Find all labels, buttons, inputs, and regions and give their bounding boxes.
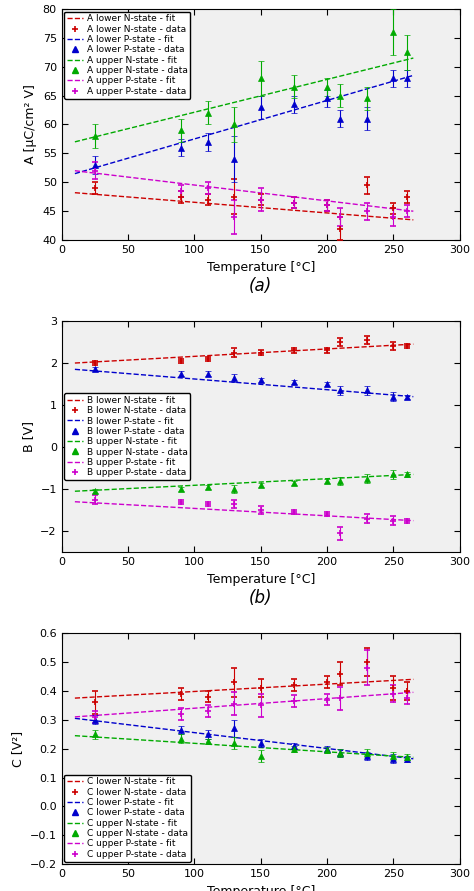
X-axis label: Temperature [°C]: Temperature [°C] <box>207 573 315 585</box>
Legend: C lower N-state - fit, C lower N-state - data, C lower P-state - fit, C lower P-: C lower N-state - fit, C lower N-state -… <box>64 774 191 862</box>
Text: (b): (b) <box>249 589 273 607</box>
Y-axis label: B [V]: B [V] <box>22 421 35 452</box>
Legend: B lower N-state - fit, B lower N-state - data, B lower P-state - fit, B lower P-: B lower N-state - fit, B lower N-state -… <box>64 393 191 480</box>
Text: (a): (a) <box>249 277 273 295</box>
X-axis label: Temperature [°C]: Temperature [°C] <box>207 260 315 274</box>
X-axis label: Temperature [°C]: Temperature [°C] <box>207 885 315 891</box>
Y-axis label: C [V²]: C [V²] <box>11 731 24 767</box>
Y-axis label: A [μC/cm² V]: A [μC/cm² V] <box>24 85 37 165</box>
Legend: A lower N-state - fit, A lower N-state - data, A lower P-state - fit, A lower P-: A lower N-state - fit, A lower N-state -… <box>64 12 191 99</box>
